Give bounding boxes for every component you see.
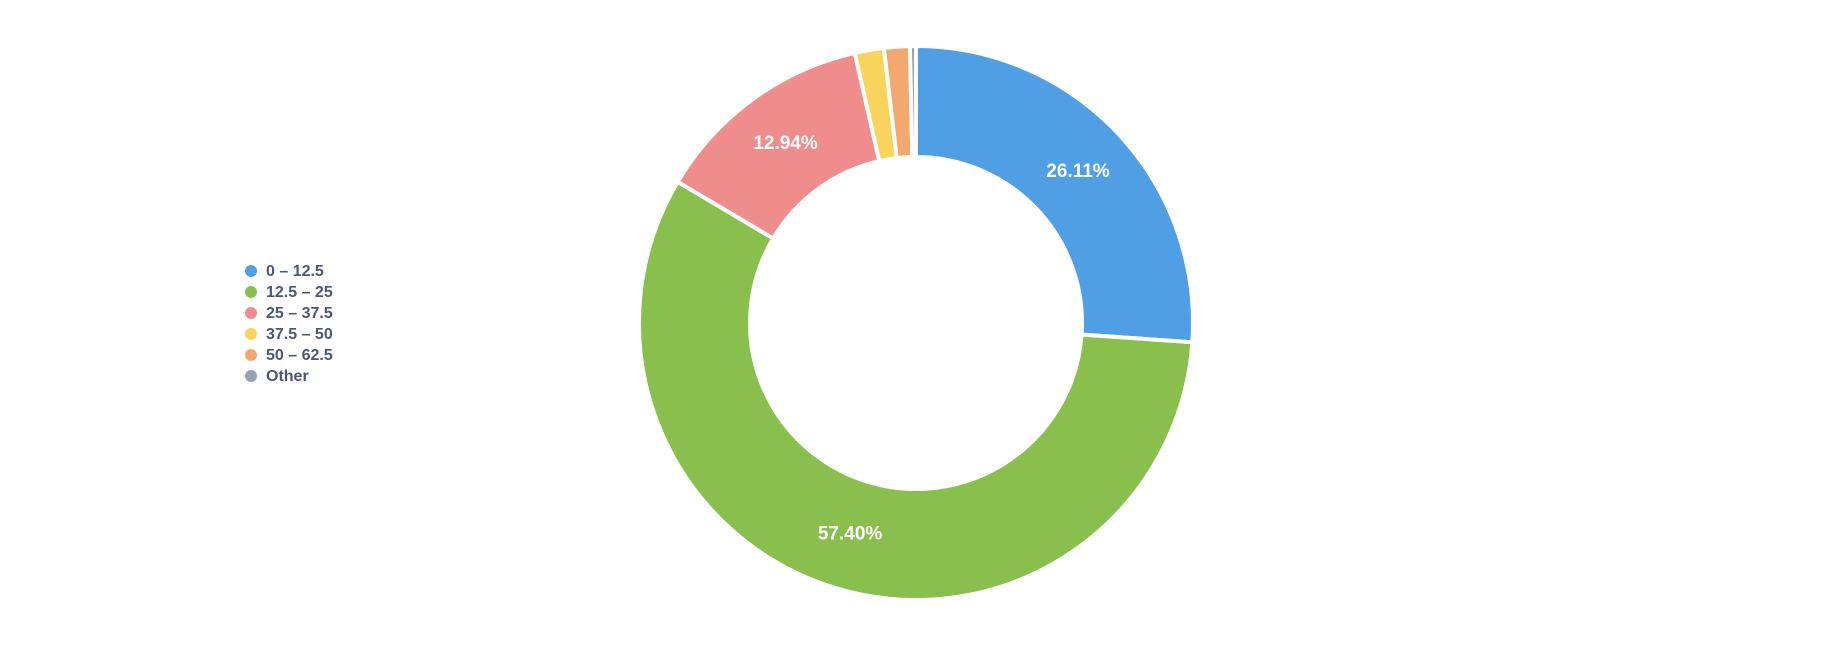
legend-marker [245,370,257,382]
legend-label: 37.5 – 50 [266,326,333,343]
slice-label: 26.11% [1046,161,1109,182]
legend-label: 0 – 12.5 [266,263,324,280]
slice-label: 57.40% [818,523,883,544]
legend-marker [245,265,257,277]
slice [637,179,1195,602]
legend-label: Other [266,368,309,385]
legend-marker [245,328,257,340]
legend-marker [245,349,257,361]
legend-label: 12.5 – 25 [266,284,333,301]
slice-label: 12.94% [753,133,818,154]
legend-marker [245,307,257,319]
slice [907,43,918,160]
legend-label: 25 – 37.5 [266,305,333,322]
legend-marker [245,286,257,298]
legend-label: 50 – 62.5 [266,347,333,364]
slice [914,43,1195,345]
